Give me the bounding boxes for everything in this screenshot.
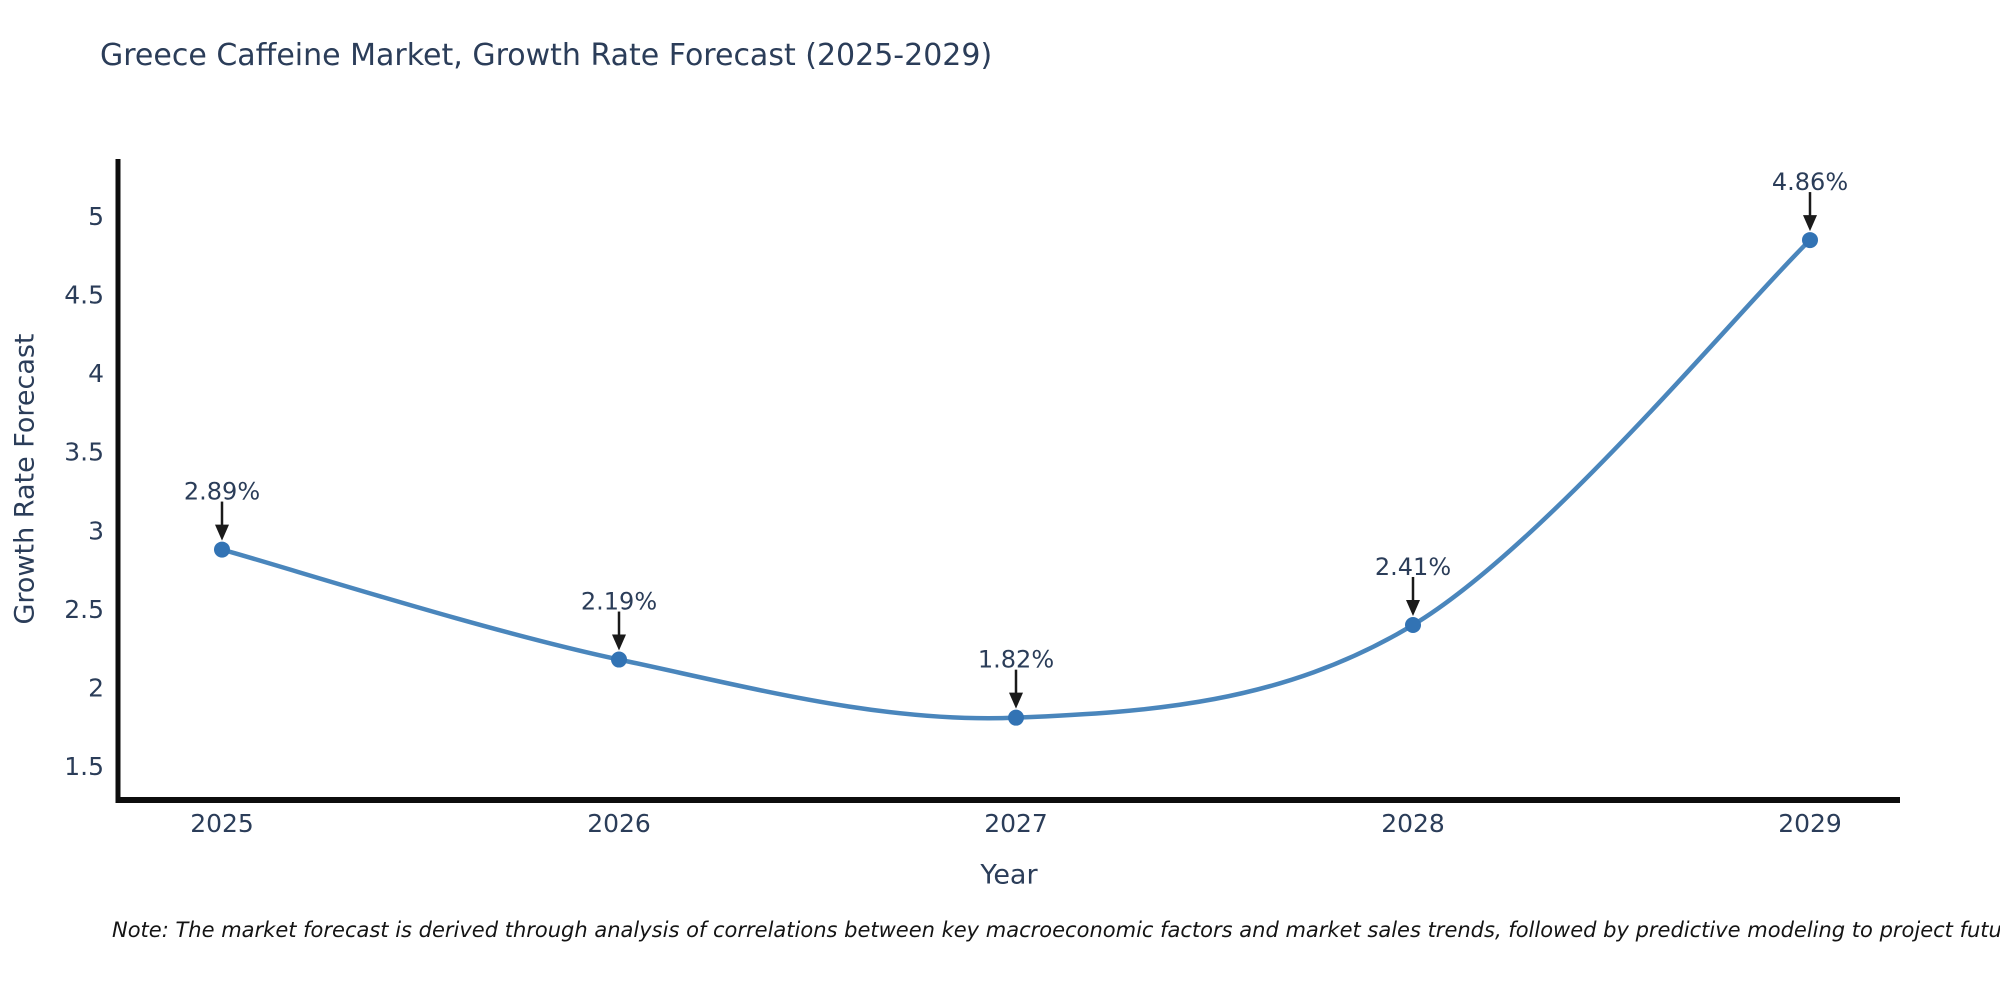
point-annotation-label: 2.89% [184, 478, 260, 506]
annotation-arrow-head [1406, 599, 1420, 616]
annotation-arrow-head [1803, 215, 1817, 232]
x-tick-label: 2029 [1778, 809, 1842, 838]
data-point-marker [1008, 709, 1024, 726]
data-point-marker [1802, 232, 1818, 249]
annotation-arrow-head [215, 524, 229, 541]
annotation-arrow-head [612, 634, 626, 651]
series-line [219, 237, 1813, 721]
footnote: Note: The market forecast is derived thr… [112, 918, 2000, 942]
y-tick-label: 5 [88, 202, 104, 231]
point-annotation-label: 4.86% [1772, 168, 1848, 196]
y-axis-title: Growth Rate Forecast [9, 333, 41, 625]
x-tick-label: 2027 [984, 809, 1048, 838]
y-tick-label: 3 [88, 516, 104, 545]
data-point-marker [1405, 616, 1421, 633]
x-axis-title: Year [980, 859, 1038, 891]
y-tick-label: 1.5 [64, 752, 104, 781]
x-tick-label: 2028 [1381, 809, 1445, 838]
y-tick-label: 4 [88, 359, 104, 388]
chart-title: Greece Caffeine Market, Growth Rate Fore… [100, 38, 993, 73]
y-tick-label: 3.5 [64, 438, 104, 467]
y-tick-label: 2 [88, 673, 104, 702]
point-annotation-label: 2.19% [581, 588, 657, 616]
x-tick-label: 2025 [190, 809, 254, 838]
y-tick-label: 4.5 [64, 281, 104, 310]
y-tick-label: 2.5 [64, 595, 104, 624]
data-point-marker [214, 541, 230, 558]
point-annotation-label: 2.41% [1375, 553, 1451, 581]
data-point-marker [611, 651, 627, 668]
point-annotation-label: 1.82% [978, 646, 1054, 674]
annotation-arrow-head [1009, 692, 1023, 709]
x-tick-label: 2026 [587, 809, 651, 838]
